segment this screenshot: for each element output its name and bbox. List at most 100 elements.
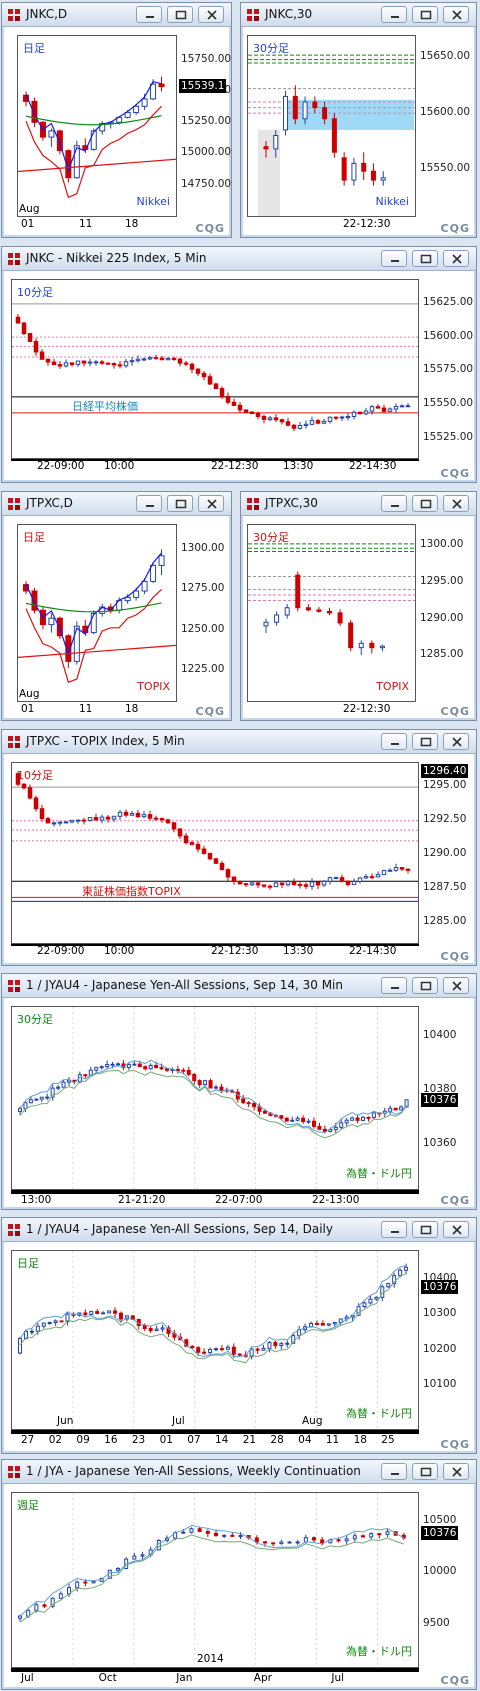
candle bbox=[237, 880, 243, 885]
window-jnkc-30min[interactable]: JNKC,30 30分足 Nikkei 15650.00 15600.00 15550… bbox=[240, 2, 477, 238]
minimize-button[interactable] bbox=[381, 6, 407, 23]
chart-area[interactable]: 30分足 TOPIX bbox=[247, 524, 416, 702]
window-jtpxc-30min[interactable]: JTPXC,30 30分足 TOPIX 1300.00 1295.00 1290.00… bbox=[240, 491, 477, 721]
y-axis-label: 10000 bbox=[423, 1565, 457, 1578]
window-jyau4-30min[interactable]: 1 / JYAU4 - Japanese Yen-All Sessions, S… bbox=[1, 973, 477, 1210]
close-button[interactable] bbox=[198, 495, 224, 512]
titlebar[interactable]: JTPXC,D bbox=[2, 492, 231, 516]
minimize-button[interactable] bbox=[381, 733, 407, 750]
candle bbox=[279, 1343, 284, 1347]
minimize-button[interactable] bbox=[136, 495, 162, 512]
cqg-watermark: CQG bbox=[195, 705, 225, 718]
chart-area[interactable]: 日足 Nikkei bbox=[17, 35, 177, 217]
candle bbox=[381, 870, 387, 876]
minimize-icon bbox=[391, 260, 399, 262]
titlebar[interactable]: JTPXC,30 bbox=[241, 492, 476, 516]
minimize-button[interactable] bbox=[381, 977, 407, 994]
titlebar[interactable]: 1 / JYAU4 - Japanese Yen-All Sessions, S… bbox=[2, 974, 476, 998]
x-axis-label: 18 bbox=[353, 1434, 367, 1446]
titlebar[interactable]: JNKC - Nikkei 225 Index, 5 Min bbox=[2, 247, 476, 271]
candle bbox=[222, 1534, 227, 1537]
close-button[interactable] bbox=[443, 1463, 469, 1480]
instrument-name-label: 為替・ドル円 bbox=[346, 1645, 412, 1658]
close-button[interactable] bbox=[443, 6, 469, 23]
candle bbox=[279, 882, 285, 886]
window-jyau4-daily[interactable]: 1 / JYAU4 - Japanese Yen-All Sessions, S… bbox=[1, 1217, 477, 1454]
candle bbox=[263, 1110, 267, 1114]
candle bbox=[393, 406, 399, 410]
window-jya-weekly[interactable]: 1 / JYA - Japanese Yen-All Sessions, Wee… bbox=[1, 1459, 477, 1690]
maximize-button[interactable] bbox=[412, 977, 438, 994]
close-button[interactable] bbox=[443, 733, 469, 750]
candle bbox=[375, 406, 381, 409]
maximize-button[interactable] bbox=[412, 733, 438, 750]
cqg-logo-icon bbox=[247, 498, 259, 510]
time-axis-bar bbox=[11, 459, 419, 461]
candle bbox=[344, 1316, 349, 1320]
titlebar[interactable]: JTPXC - TOPIX Index, 5 Min bbox=[2, 730, 476, 754]
candle bbox=[267, 885, 273, 888]
maximize-button[interactable] bbox=[167, 495, 193, 512]
price-chart bbox=[18, 1493, 406, 1667]
maximize-button[interactable] bbox=[412, 6, 438, 23]
x-axis-label: 22-13:00 bbox=[312, 1194, 360, 1206]
window-topix-5min[interactable]: JTPXC - TOPIX Index, 5 Min 10分足 東証株価指数TOP… bbox=[1, 729, 477, 966]
price-chart bbox=[18, 1251, 409, 1429]
titlebar[interactable]: JNKC,D bbox=[2, 3, 231, 27]
y-axis-label: 1250.00 bbox=[181, 622, 225, 635]
candle bbox=[73, 145, 80, 179]
x-axis-label: 09 bbox=[76, 1434, 90, 1446]
titlebar[interactable]: 1 / JYAU4 - Japanese Yen-All Sessions, S… bbox=[2, 1218, 476, 1242]
candle bbox=[116, 1567, 120, 1571]
chart-area[interactable]: 10分足 日経平均株価 bbox=[11, 279, 419, 459]
close-button[interactable] bbox=[443, 977, 469, 994]
candle bbox=[309, 881, 315, 887]
candle bbox=[405, 405, 411, 408]
x-axis-label: 01 bbox=[21, 703, 35, 715]
candle bbox=[332, 1321, 337, 1325]
chart-area[interactable]: 30分足 Nikkei bbox=[247, 35, 416, 217]
minimize-button[interactable] bbox=[381, 1463, 407, 1480]
minimize-button[interactable] bbox=[381, 1221, 407, 1238]
chart-area[interactable]: 10分足 東証株価指数TOPIX bbox=[11, 762, 419, 944]
candle bbox=[369, 876, 375, 879]
window-title: JTPXC,D bbox=[26, 496, 73, 510]
titlebar[interactable]: 1 / JYA - Japanese Yen-All Sessions, Wee… bbox=[2, 1460, 476, 1484]
candle bbox=[99, 1066, 104, 1069]
candle bbox=[301, 1117, 306, 1123]
close-icon bbox=[452, 1225, 462, 1235]
window-title: JNKC,D bbox=[26, 7, 68, 21]
moving-average-green bbox=[19, 1534, 404, 1623]
window-jtpxc-daily[interactable]: JTPXC,D 日足 TOPIX 1300.00 1275.00 1250.00 122… bbox=[1, 491, 232, 721]
timeframe-label: 日足 bbox=[23, 42, 45, 55]
maximize-button[interactable] bbox=[412, 250, 438, 267]
close-button[interactable] bbox=[443, 250, 469, 267]
maximize-button[interactable] bbox=[412, 1221, 438, 1238]
titlebar[interactable]: JNKC,30 bbox=[241, 3, 476, 27]
chart-area[interactable]: 日足 TOPIX bbox=[17, 524, 177, 702]
minimize-icon bbox=[391, 743, 399, 745]
chart-area[interactable]: 30分足 為替・ドル円 bbox=[11, 1006, 419, 1190]
maximize-button[interactable] bbox=[412, 495, 438, 512]
maximize-button[interactable] bbox=[412, 1463, 438, 1480]
maximize-button[interactable] bbox=[167, 6, 193, 23]
close-button[interactable] bbox=[443, 1221, 469, 1238]
candle bbox=[203, 1080, 208, 1086]
chart-area[interactable]: 週足 為替・ドル円 2014 bbox=[11, 1492, 419, 1668]
candle bbox=[351, 411, 357, 417]
minimize-button[interactable] bbox=[381, 250, 407, 267]
close-button[interactable] bbox=[443, 495, 469, 512]
minimize-button[interactable] bbox=[136, 6, 162, 23]
candle bbox=[124, 111, 131, 118]
x-axis-label: 22-12:30 bbox=[343, 218, 391, 230]
candle bbox=[73, 625, 80, 662]
window-nikkei-5min[interactable]: JNKC - Nikkei 225 Index, 5 Min 10分足 日経平均株… bbox=[1, 246, 477, 483]
moving-average-blue bbox=[19, 1265, 407, 1358]
close-button[interactable] bbox=[198, 6, 224, 23]
window-title: JTPXC - TOPIX Index, 5 Min bbox=[26, 734, 185, 748]
last-price-box: 1296.40 bbox=[421, 764, 469, 778]
chart-area[interactable]: 日足 為替・ドル円 Jun Jul Aug bbox=[11, 1250, 419, 1430]
minimize-button[interactable] bbox=[381, 495, 407, 512]
candle bbox=[35, 1325, 40, 1332]
